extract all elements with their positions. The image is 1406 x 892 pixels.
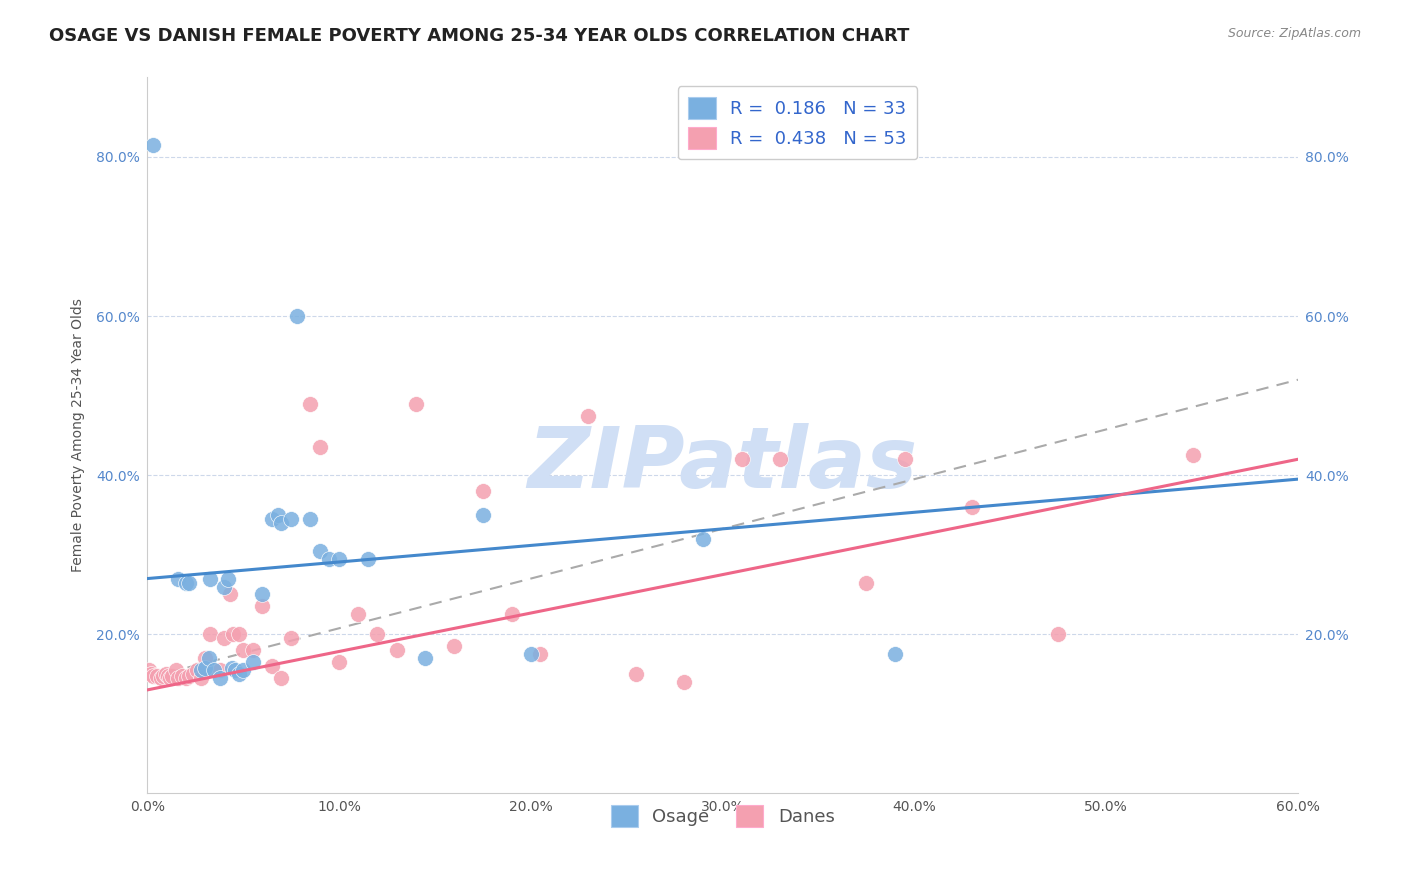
Point [179,668,201,682]
Point [299,396,322,410]
Point [270,671,292,685]
Text: Source: ZipAtlas.com: Source: ZipAtlas.com [1227,27,1361,40]
Point [471,508,494,522]
Point [232,643,254,657]
Point [155,667,177,681]
Point [200,627,222,641]
Point [385,643,408,657]
Point [186,663,208,677]
Point [520,647,543,661]
Point [157,668,180,682]
Point [165,663,187,677]
Legend: Osage, Danes: Osage, Danes [603,798,842,834]
Point [347,607,370,622]
Point [138,663,160,677]
Point [222,627,245,641]
Point [232,663,254,677]
Y-axis label: Female Poverty Among 25-34 Year Olds: Female Poverty Among 25-34 Year Olds [72,299,86,573]
Point [501,607,523,622]
Point [170,668,193,682]
Point [190,663,212,677]
Point [308,543,330,558]
Point [252,587,274,601]
Point [174,671,197,685]
Point [405,396,427,410]
Point [159,671,181,685]
Point [212,580,235,594]
Point [149,671,172,685]
Point [202,663,225,677]
Point [167,572,190,586]
Point [142,669,165,683]
Point [260,659,283,673]
Point [471,484,494,499]
Point [960,500,983,514]
Point [299,512,322,526]
Point [328,655,350,669]
Text: ZIPatlas: ZIPatlas [527,423,918,506]
Point [855,575,877,590]
Point [252,599,274,614]
Point [894,452,917,467]
Point [242,643,264,657]
Point [212,632,235,646]
Point [769,452,792,467]
Point [318,551,340,566]
Point [174,575,197,590]
Point [179,575,201,590]
Point [884,647,907,661]
Point [228,667,250,681]
Point [280,512,302,526]
Point [228,627,250,641]
Point [197,651,219,665]
Point [270,516,292,530]
Point [218,587,240,601]
Point [1047,627,1070,641]
Point [280,632,302,646]
Point [152,668,174,682]
Point [260,512,283,526]
Point [673,675,696,690]
Point [221,661,243,675]
Point [529,647,551,661]
Point [209,671,232,685]
Point [217,572,239,586]
Point [242,655,264,669]
Point [200,572,222,586]
Text: OSAGE VS DANISH FEMALE POVERTY AMONG 25-34 YEAR OLDS CORRELATION CHART: OSAGE VS DANISH FEMALE POVERTY AMONG 25-… [49,27,910,45]
Point [202,663,225,677]
Point [626,667,648,681]
Point [139,667,162,681]
Point [181,667,204,681]
Point [266,508,288,522]
Point [190,671,212,685]
Point [308,440,330,454]
Point [443,639,465,653]
Point [1181,448,1204,462]
Point [224,663,246,677]
Point [209,663,232,677]
Point [576,409,599,423]
Point [160,668,183,682]
Point [731,452,754,467]
Point [194,661,217,675]
Point [285,309,308,323]
Point [692,532,714,546]
Point [413,651,436,665]
Point [194,651,217,665]
Point [145,668,167,682]
Point [357,551,380,566]
Point [142,138,165,153]
Point [328,551,350,566]
Point [366,627,388,641]
Point [167,671,190,685]
